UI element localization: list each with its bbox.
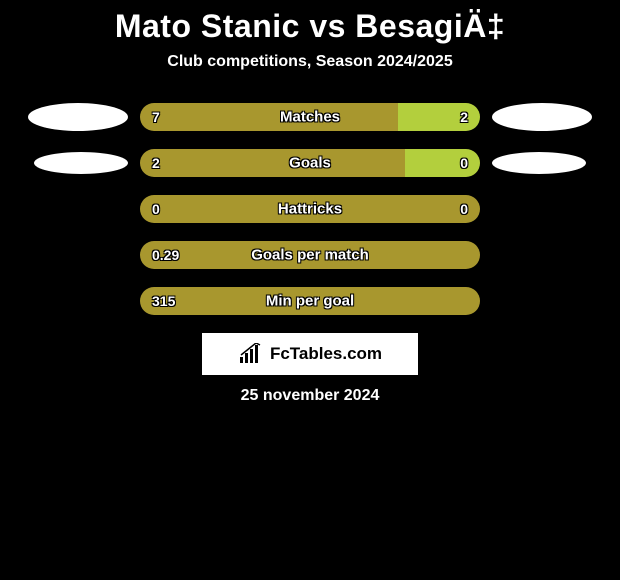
chart-icon <box>238 343 264 365</box>
bar-segment-right <box>405 149 480 177</box>
player-marker-right <box>492 152 586 174</box>
stat-bar: 00Hattricks <box>140 195 480 223</box>
stat-bar: 0.29Goals per match <box>140 241 480 269</box>
stat-row: 0.29Goals per match <box>0 241 620 269</box>
stats-list: 72Matches 20Goals 00Hattricks 0.29Goals per… <box>0 103 620 315</box>
stat-row: 00Hattricks <box>0 195 620 223</box>
bar-segment-left <box>140 241 480 269</box>
stat-bar: 72Matches <box>140 103 480 131</box>
bar-segment-right <box>398 103 480 131</box>
bar-segment-left <box>140 149 405 177</box>
bar-segment-left <box>140 195 480 223</box>
date-text: 25 november 2024 <box>0 387 620 405</box>
comparison-infographic: Mato Stanic vs BesagiÄ‡ Club competition… <box>0 0 620 580</box>
stat-row: 20Goals <box>0 149 620 177</box>
player-marker-right <box>492 103 592 131</box>
player-marker-left <box>28 103 128 131</box>
subtitle: Club competitions, Season 2024/2025 <box>0 53 620 71</box>
brand-text: FcTables.com <box>270 344 382 364</box>
stat-row: 72Matches <box>0 103 620 131</box>
bar-segment-left <box>140 103 398 131</box>
stat-row: 315Min per goal <box>0 287 620 315</box>
player-marker-left <box>34 152 128 174</box>
brand-box: FcTables.com <box>202 333 418 375</box>
stat-bar: 20Goals <box>140 149 480 177</box>
page-title: Mato Stanic vs BesagiÄ‡ <box>0 8 620 45</box>
bar-segment-left <box>140 287 480 315</box>
stat-bar: 315Min per goal <box>140 287 480 315</box>
